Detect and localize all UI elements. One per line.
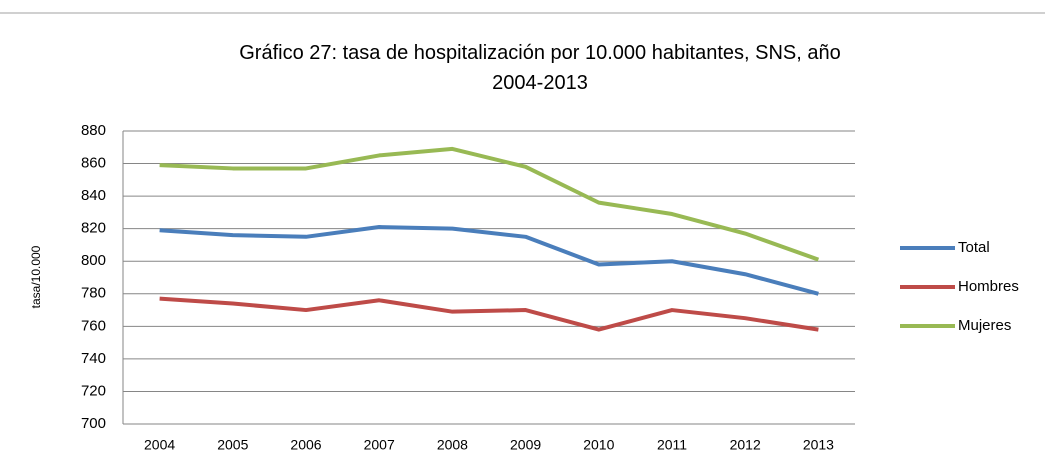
line-series <box>159 225 819 296</box>
y-axis-label: tasa/10.000 <box>29 245 43 308</box>
x-tick-label: 2013 <box>803 437 834 453</box>
y-tick-label: 780 <box>81 285 106 302</box>
y-tick-label: 840 <box>81 187 106 204</box>
x-tick-label: 2006 <box>290 437 321 453</box>
y-tick-label: 880 <box>81 122 106 139</box>
line-series <box>159 146 820 262</box>
x-tick-label: 2011 <box>657 437 687 453</box>
legend-label: Mujeres <box>958 317 1011 334</box>
x-tick-label: 2010 <box>583 437 614 453</box>
y-tick-label: 720 <box>81 382 106 399</box>
legend-label: Hombres <box>958 278 1019 295</box>
x-tick-label: 2004 <box>144 437 175 453</box>
x-tick-label: 2009 <box>510 437 541 453</box>
y-tick-label: 820 <box>81 220 106 237</box>
x-tick-label: 2008 <box>437 437 468 453</box>
y-tick-label: 800 <box>81 252 106 269</box>
x-tick-label: 2012 <box>730 437 761 453</box>
line-series <box>159 296 819 332</box>
y-tick-label: 700 <box>81 415 106 432</box>
y-tick-label: 760 <box>81 317 106 334</box>
y-tick-label: 740 <box>81 350 106 367</box>
x-tick-label: 2007 <box>364 437 395 453</box>
chart-title: Gráfico 27: tasa de hospitalización por … <box>239 42 841 94</box>
x-tick-label: 2005 <box>217 437 248 453</box>
y-tick-label: 860 <box>81 155 106 172</box>
legend-label: Total <box>958 239 990 256</box>
